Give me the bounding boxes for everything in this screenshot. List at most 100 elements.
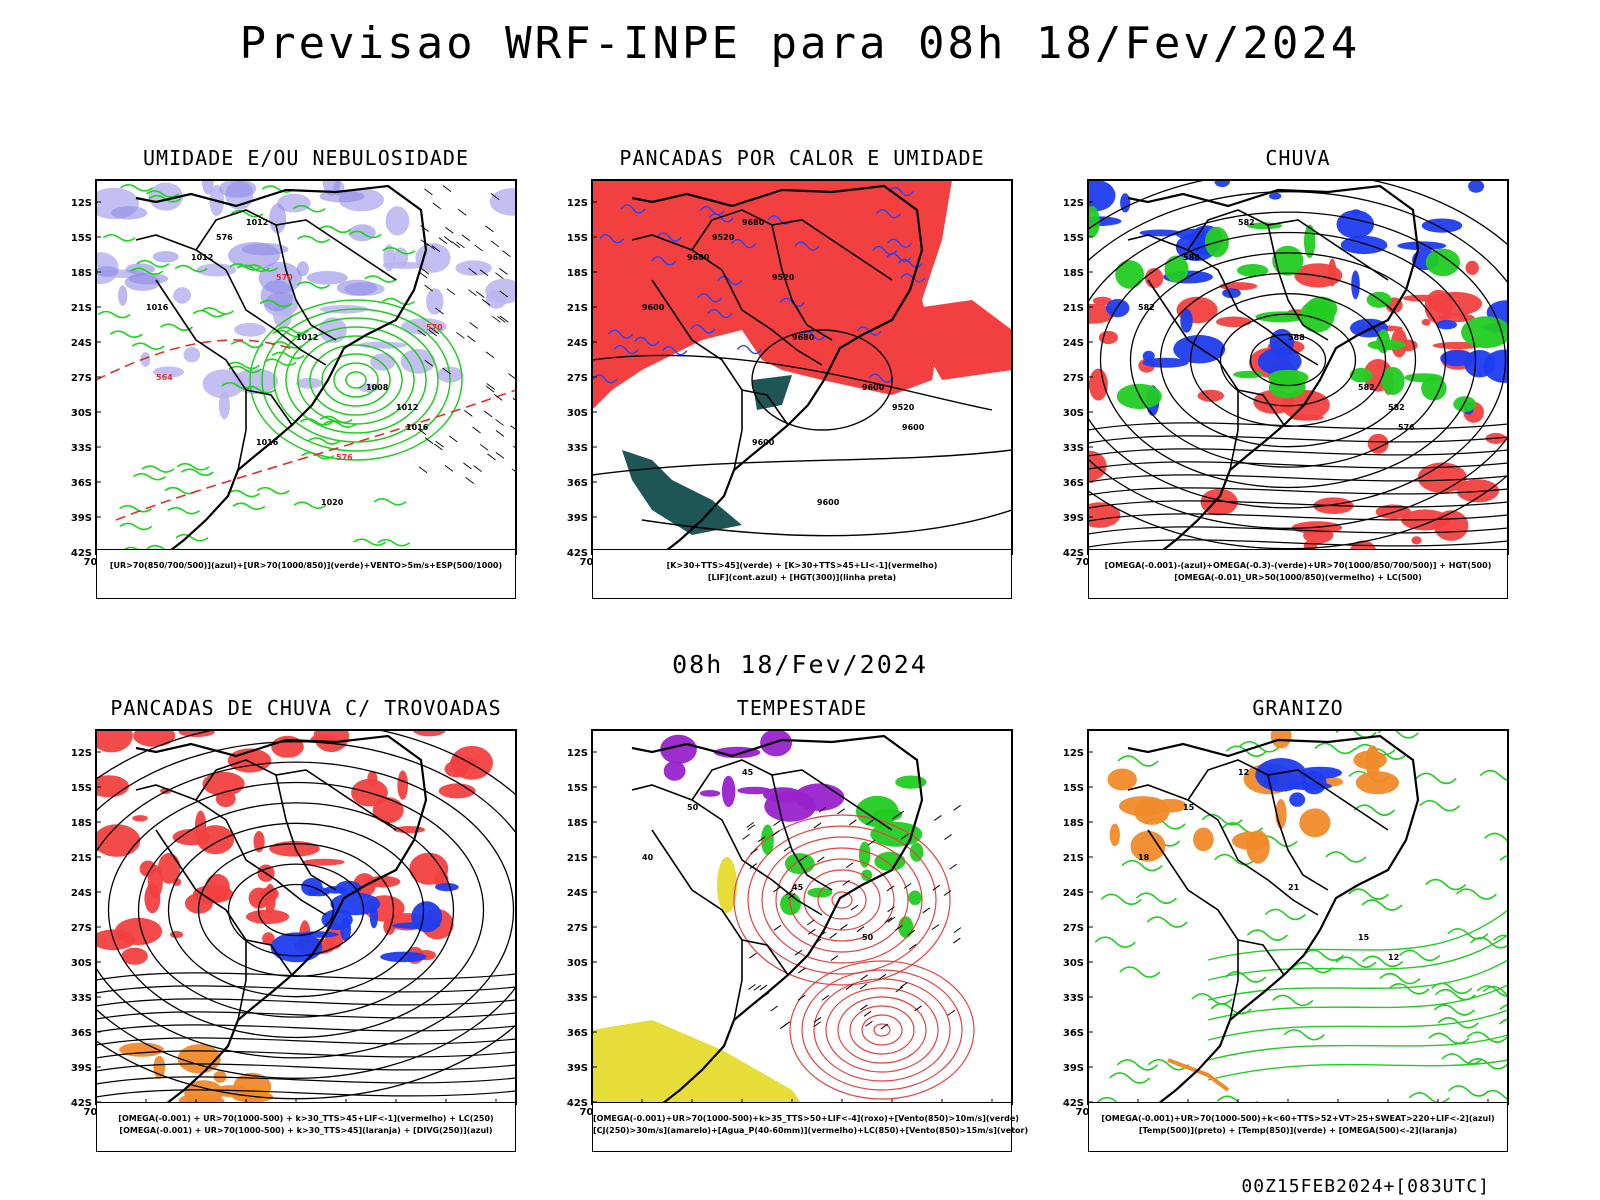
lat-tick-label: 33S	[71, 443, 92, 454]
field-patch	[118, 285, 128, 306]
map-canvas: 1012 1012 1016 1012 1008 1012 1016 1016 1020 576 5…	[71, 179, 517, 568]
contour-label: 582	[1388, 403, 1405, 412]
lat-tick-label: 21S	[1063, 853, 1084, 864]
field-patch	[178, 730, 215, 737]
contour-label: 9520	[712, 233, 735, 242]
field-patch	[153, 366, 184, 378]
field-patch	[861, 869, 873, 881]
panel-title: PANCADAS DE CHUVA C/ TROVOADAS	[110, 696, 502, 720]
field-patch	[1092, 296, 1112, 306]
field-patch	[121, 947, 148, 965]
field-patch	[296, 377, 323, 389]
field-patch	[737, 786, 772, 795]
map-panel: UMIDADE E/OU NEBULOSIDADE 1012 1012 1016 101…	[60, 146, 560, 646]
lat-tick-label: 39S	[1063, 1063, 1084, 1074]
field-patch	[721, 775, 736, 808]
legend-line: [OMEGA(-0.01)_UR>50(1000/850)(vermelho) …	[1174, 573, 1422, 582]
contour-label: 570	[426, 323, 443, 332]
field-patch	[262, 932, 275, 945]
field-patch	[157, 852, 181, 884]
field-patch	[205, 873, 230, 901]
lat-tick-label: 27S	[1063, 923, 1084, 934]
lat-tick-label: 27S	[567, 373, 588, 384]
contour-label: 21	[1288, 883, 1300, 892]
lat-tick-label: 18S	[1063, 818, 1084, 829]
field-patch	[858, 841, 871, 868]
map-canvas: 50 45 40 45 50 12S 15S 18S 21S 24S 27S 30S 33S 36S 39S…	[567, 729, 1013, 1118]
field-patch	[449, 756, 478, 768]
field-patch	[1349, 367, 1373, 383]
contour-label: 50	[862, 933, 874, 942]
field-patch	[1109, 823, 1120, 847]
panel-title: PANCADAS POR CALOR E UMIDADE	[619, 146, 985, 170]
lat-tick-label: 30S	[71, 958, 92, 969]
lat-tick-label: 33S	[567, 443, 588, 454]
field-patch	[1193, 827, 1214, 852]
contour-label: 576	[336, 453, 353, 462]
contour-label: 576	[216, 233, 233, 242]
contour-label: 9680	[742, 218, 765, 227]
lat-tick-label: 42S	[1063, 548, 1084, 559]
field-patch	[397, 770, 409, 800]
field-patch	[393, 247, 409, 268]
field-patch	[299, 931, 339, 938]
field-patch	[133, 730, 176, 747]
field-patch	[1397, 241, 1447, 251]
field-patch	[1219, 282, 1258, 291]
field-patch	[1222, 288, 1241, 298]
lat-tick-label: 39S	[567, 513, 588, 524]
lat-tick-label: 42S	[71, 1098, 92, 1109]
lat-tick-label: 24S	[1063, 338, 1084, 349]
field-patch	[218, 391, 230, 420]
contour-label: 12	[1238, 768, 1249, 777]
field-patch	[1088, 206, 1100, 238]
field-patch	[1303, 526, 1334, 544]
legend-line: [OMEGA(-0.001) + UR>70(1000-500) + k>30_…	[119, 1126, 493, 1135]
contour-label: 45	[742, 768, 754, 777]
legend-line: [Temp(500)](preto) + [Temp(850)](verde) …	[1138, 1126, 1458, 1135]
field-patch	[241, 243, 289, 256]
field-patch	[760, 730, 793, 757]
field-patch	[1200, 488, 1238, 516]
field-patch	[1088, 450, 1107, 482]
run-footer: 00Z15FEB2024+[083UTC]	[1241, 1176, 1490, 1197]
contour-label: 50	[687, 803, 699, 812]
legend-line: [LIF](cont.azul) + [HGT(300)](linha pret…	[707, 573, 897, 582]
lat-tick-label: 36S	[71, 1028, 92, 1039]
lat-tick-label: 12S	[567, 748, 588, 759]
field-patch	[1355, 771, 1399, 795]
field-patch	[1483, 349, 1508, 383]
field-patch	[1299, 808, 1331, 838]
lat-tick-label: 18S	[71, 268, 92, 279]
field-patch	[1107, 768, 1137, 791]
field-patch	[663, 761, 686, 781]
field-patch	[1299, 300, 1335, 333]
field-patch	[1180, 308, 1193, 333]
field-patch	[1272, 245, 1304, 276]
contour-label: 1012	[246, 218, 268, 227]
lat-tick-label: 21S	[71, 303, 92, 314]
contour-label: 1016	[256, 438, 279, 447]
field-patch	[489, 188, 516, 216]
field-patch	[1440, 350, 1474, 367]
lat-tick-label: 33S	[1063, 993, 1084, 1004]
field-patch	[1257, 347, 1302, 376]
contour-label: 582	[1138, 303, 1155, 312]
field-patch	[124, 273, 161, 291]
lat-tick-label: 18S	[1063, 268, 1084, 279]
lat-tick-label: 36S	[567, 1028, 588, 1039]
field-patch	[438, 783, 476, 799]
field-patch	[306, 271, 348, 285]
field-patch	[253, 830, 265, 853]
field-patch	[855, 795, 899, 828]
contour-label: 582	[1358, 383, 1375, 392]
field-patch	[277, 193, 311, 213]
map-canvas: 9680 9680 9600 9680 9600 9520 9600 9600 9600 9520…	[567, 179, 1013, 568]
contour-label: 588	[1288, 333, 1305, 342]
lat-tick-label: 30S	[1063, 408, 1084, 419]
contour-label: 40	[642, 853, 654, 862]
lat-tick-label: 15S	[1063, 233, 1084, 244]
field-patch	[1115, 260, 1144, 289]
field-patch	[233, 1072, 272, 1101]
field-patch	[393, 826, 426, 834]
